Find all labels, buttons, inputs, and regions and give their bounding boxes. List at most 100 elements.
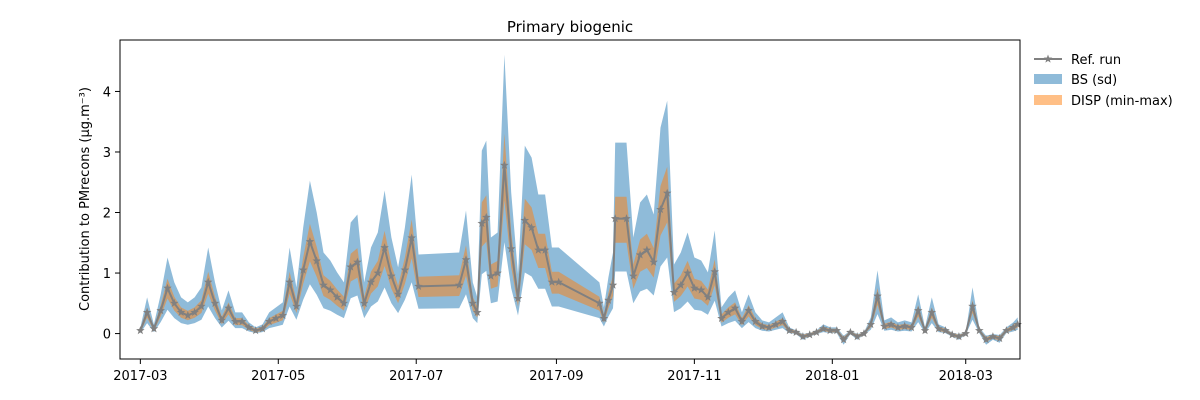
- x-tick-label: 2017-05: [251, 369, 305, 384]
- ref-run-point: [407, 233, 416, 242]
- ref-run-point: [1008, 323, 1018, 332]
- ref-run-point: [866, 320, 875, 329]
- ref-run-point: [400, 265, 410, 274]
- ref-run-point: [554, 277, 563, 286]
- x-axis: 2017-03 2017-05 2017-07 2017-09 2017-11 2018-…: [113, 359, 993, 384]
- ref-run-point: [477, 218, 487, 228]
- ref-run-point: [785, 326, 794, 335]
- ref-run-point: [981, 335, 991, 344]
- ref-run-point: [608, 280, 618, 289]
- ref-run-point: [312, 256, 321, 265]
- ref-run-point: [737, 317, 747, 326]
- ref-run-point: [649, 257, 658, 266]
- ref-run-point: [900, 321, 909, 330]
- ref-run-point: [298, 265, 308, 274]
- x-tick-label: 2017-11: [667, 369, 721, 384]
- ref-run-point: [183, 310, 193, 320]
- ref-run-point: [710, 267, 719, 276]
- ref-run-point: [305, 237, 315, 246]
- ref-run-point: [237, 317, 247, 326]
- ref-run-point: [149, 324, 159, 333]
- ref-run-point: [690, 283, 699, 292]
- chart-title: Primary biogenic: [507, 18, 633, 36]
- ref-run-point: [683, 268, 692, 277]
- ref-run-point: [136, 326, 145, 335]
- ref-run-point: [724, 307, 733, 316]
- ref-run-point: [622, 214, 631, 223]
- ref-run-point: [176, 307, 186, 316]
- ref-run-point: [629, 271, 638, 280]
- ref-run-point: [468, 298, 477, 307]
- legend-disp-label: DISP (min-max): [1071, 94, 1173, 109]
- ref-run-point: [156, 306, 165, 315]
- ref-run-point: [805, 330, 814, 339]
- ref-run-point: [730, 303, 740, 312]
- legend-bs-label: BS (sd): [1071, 73, 1117, 88]
- ref-run-point: [696, 285, 706, 294]
- ref-run-point: [669, 287, 679, 297]
- ref-run-point: [819, 324, 828, 333]
- x-tick-label: 2018-03: [939, 369, 993, 384]
- ref-run-point: [285, 277, 294, 286]
- ref-run-point: [366, 277, 376, 286]
- ref-run-point: [292, 301, 301, 310]
- ref-run-point: [988, 332, 998, 341]
- ref-run-point: [717, 313, 726, 323]
- ref-run-point: [540, 245, 550, 254]
- ref-run-point: [961, 329, 970, 338]
- legend-disp-swatch: [1034, 95, 1062, 105]
- ref-run-point: [461, 255, 471, 264]
- ref-run-point: [231, 317, 240, 326]
- ref-run-point: [534, 245, 543, 254]
- ref-run-point: [886, 320, 896, 329]
- legend-bs-swatch: [1034, 74, 1062, 84]
- ref-run-point: [527, 223, 536, 232]
- x-tick-label: 2017-03: [113, 369, 167, 384]
- ref-run-point: [757, 321, 767, 330]
- ref-run-point: [798, 332, 808, 341]
- ref-run-point: [244, 323, 254, 332]
- ref-run-point: [744, 306, 753, 315]
- ref-run-point: [326, 285, 335, 294]
- y-axis: 0 1 2 3 4: [103, 85, 120, 343]
- ref-run-point: [373, 268, 383, 277]
- ref-run-point: [278, 310, 288, 320]
- ref-run-point: [859, 329, 869, 338]
- ref-run-point: [353, 257, 362, 266]
- ref-run-point: [547, 277, 557, 286]
- ref-run-point: [995, 333, 1004, 343]
- ref-run-point: [656, 205, 665, 214]
- ref-run-point: [676, 280, 686, 289]
- ref-run-point: [812, 327, 821, 336]
- ref-run-point: [941, 326, 950, 335]
- ref-run-point: [520, 215, 530, 224]
- x-tick-label: 2017-07: [389, 369, 443, 384]
- ref-run-point: [778, 317, 787, 326]
- ref-run-point: [251, 326, 260, 335]
- ref-run-point: [791, 327, 801, 336]
- y-tick-label: 2: [103, 207, 111, 222]
- ref-run-point: [203, 277, 213, 286]
- ref-run-point: [506, 244, 516, 253]
- ref-run-point: [825, 326, 835, 335]
- ref-run-point: [954, 332, 964, 341]
- ref-run-point: [642, 245, 652, 254]
- ref-run-point: [703, 292, 713, 301]
- x-tick-label: 2017-09: [529, 369, 583, 384]
- ref-run-point: [610, 214, 620, 223]
- ref-run-point: [339, 298, 349, 307]
- legend-ref-run-marker: [1043, 54, 1053, 63]
- ref-run-point: [414, 281, 423, 290]
- ref-run-point: [832, 326, 842, 335]
- ref-run-point: [217, 315, 226, 324]
- ref-run-point: [210, 298, 220, 307]
- ref-run-point: [1013, 320, 1022, 329]
- ref-run-point: [142, 307, 152, 316]
- ref-run-point: [846, 327, 855, 336]
- ref-run-point: [319, 280, 328, 289]
- ref-run-point: [265, 317, 274, 326]
- ref-run-point: [968, 301, 977, 310]
- ref-run-point: [387, 271, 396, 280]
- ref-run-point: [920, 326, 930, 335]
